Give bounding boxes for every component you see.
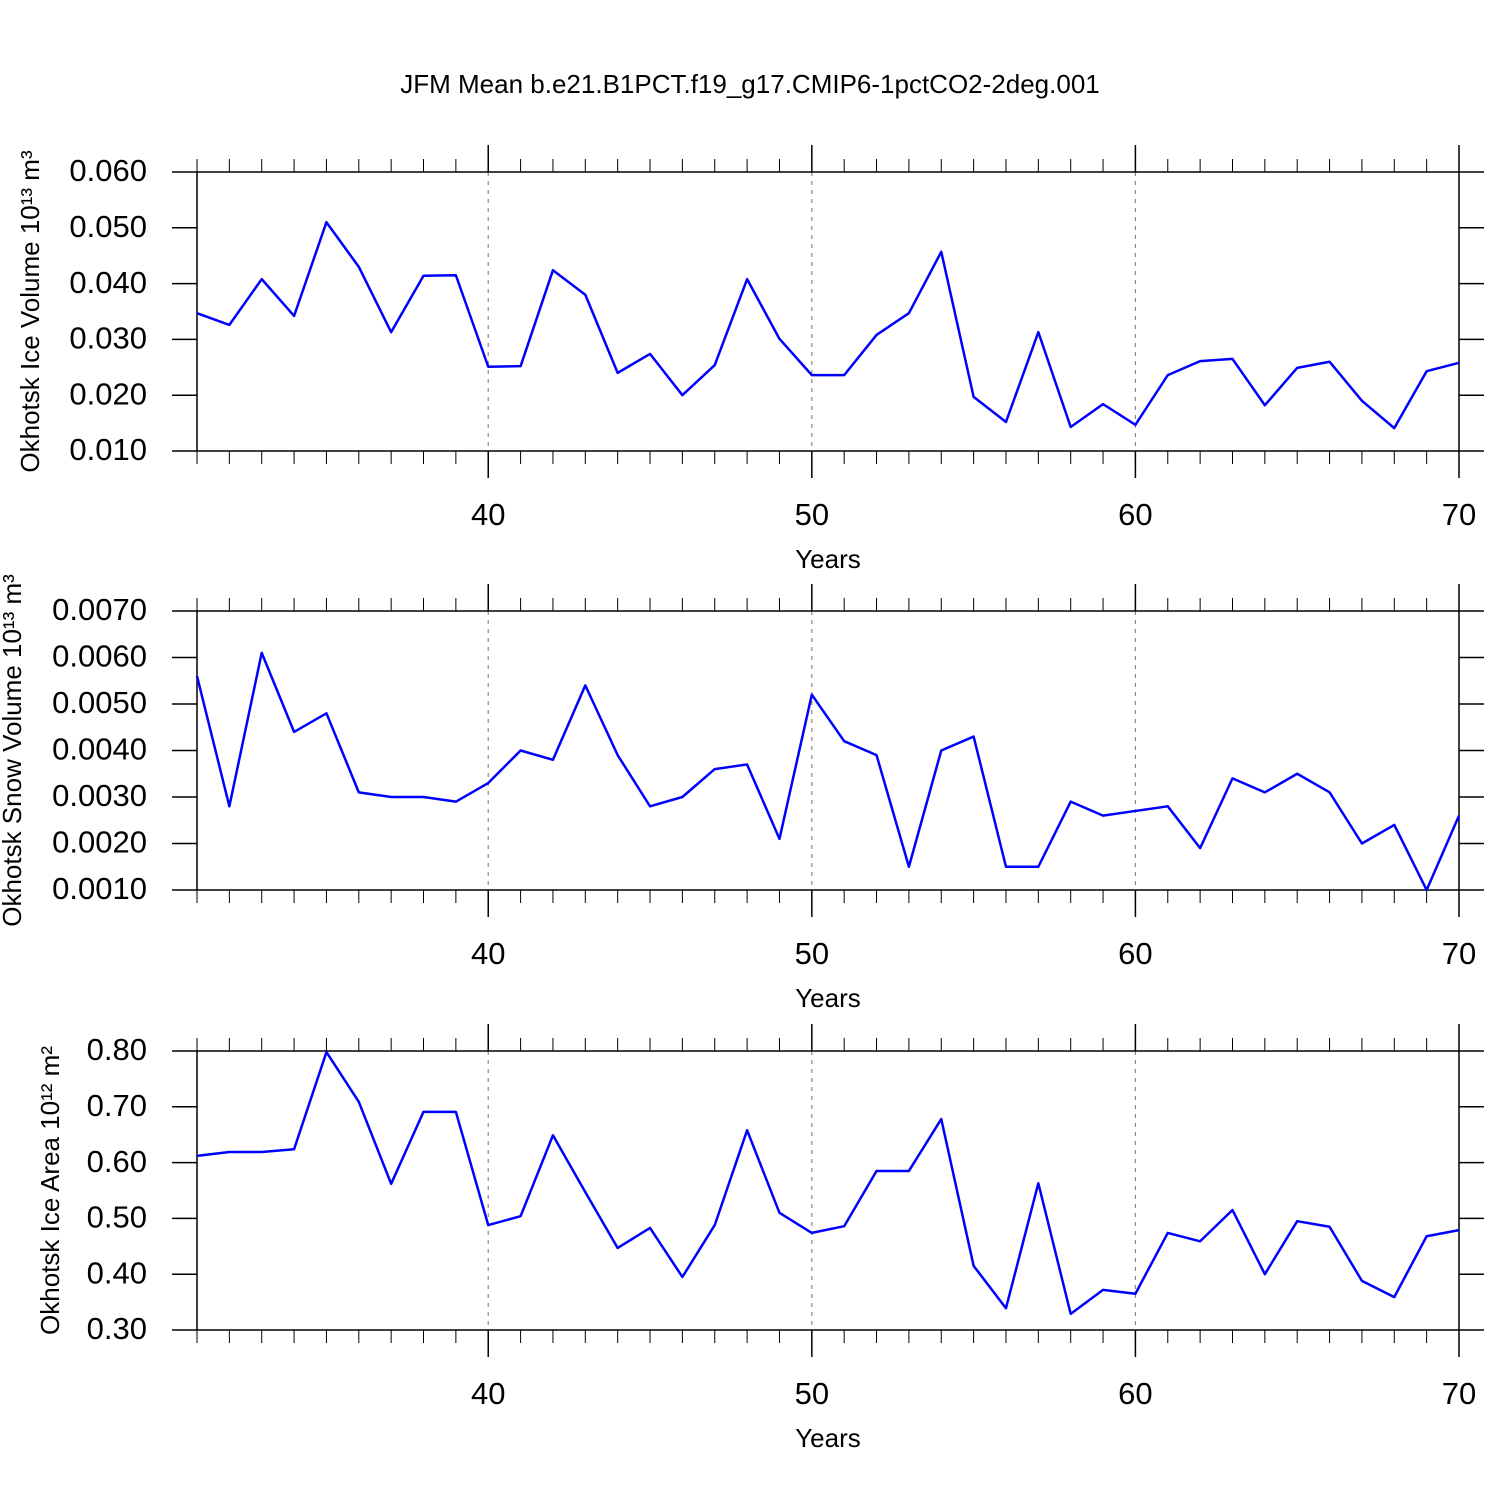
y-tick-label: 0.0060 [52,639,147,674]
y-tick-label: 0.60 [87,1144,147,1179]
y-tick-label: 0.0050 [52,685,147,720]
plot-frame [196,1050,1460,1331]
x-tick-label: 60 [1118,1376,1152,1411]
data-line [195,651,1461,892]
y-tick-label: 0.40 [87,1255,147,1290]
y-tick-label: 0.0020 [52,825,147,860]
panel: 40 50 60 70 0.010 0.020 0.030 0.040 0.050 0.060 Ye… [15,145,1484,574]
data-line [196,1050,1460,1316]
y-tick-label: 0.0010 [52,871,147,906]
data-line [196,220,1460,430]
y-axis-label: Okhotsk Snow Volume 10¹³ m³ [0,574,27,927]
y-tick-label: 0.50 [87,1200,147,1235]
x-tick-label: 50 [795,936,829,971]
y-tick-label: 0.0070 [52,592,147,627]
x-tick-label: 50 [795,1376,829,1411]
panel: 40 50 60 70 0.0010 0.0020 0.0030 0.0040 0.0050 0.… [0,574,1484,1013]
x-tick-label: 60 [1118,936,1152,971]
y-tick-label: 0.060 [69,153,147,188]
y-tick-label: 0.0030 [52,778,147,813]
panel: 40 50 60 70 0.30 0.40 0.50 0.60 0.70 0.80 Years Okh… [35,1024,1484,1453]
y-tick-label: 0.020 [69,376,147,411]
x-tick-label: 40 [471,1376,505,1411]
plot-frame [196,171,1460,452]
y-axis-label: Okhotsk Ice Volume 10¹³ m³ [15,150,45,473]
x-tick-label: 40 [471,936,505,971]
y-tick-label: 0.0040 [52,732,147,767]
x-axis-label: Years [795,983,861,1013]
y-axis-label: Okhotsk Ice Area 10¹² m² [35,1046,65,1335]
x-tick-label: 60 [1118,497,1152,532]
y-tick-label: 0.030 [69,321,147,356]
x-tick-label: 50 [795,497,829,532]
x-tick-label: 70 [1442,936,1476,971]
x-axis-label: Years [795,544,861,574]
plot-frame [196,610,1460,891]
y-tick-label: 0.040 [69,265,147,300]
x-tick-label: 40 [471,497,505,532]
y-tick-label: 0.80 [87,1032,147,1067]
figure-title: JFM Mean b.e21.B1PCT.f19_g17.CMIP6-1pctC… [400,69,1100,99]
y-tick-label: 0.010 [69,432,147,467]
y-tick-label: 0.050 [69,209,147,244]
x-tick-label: 70 [1442,497,1476,532]
x-tick-label: 70 [1442,1376,1476,1411]
y-tick-label: 0.70 [87,1088,147,1123]
y-tick-label: 0.30 [87,1311,147,1346]
x-axis-label: Years [795,1423,861,1453]
